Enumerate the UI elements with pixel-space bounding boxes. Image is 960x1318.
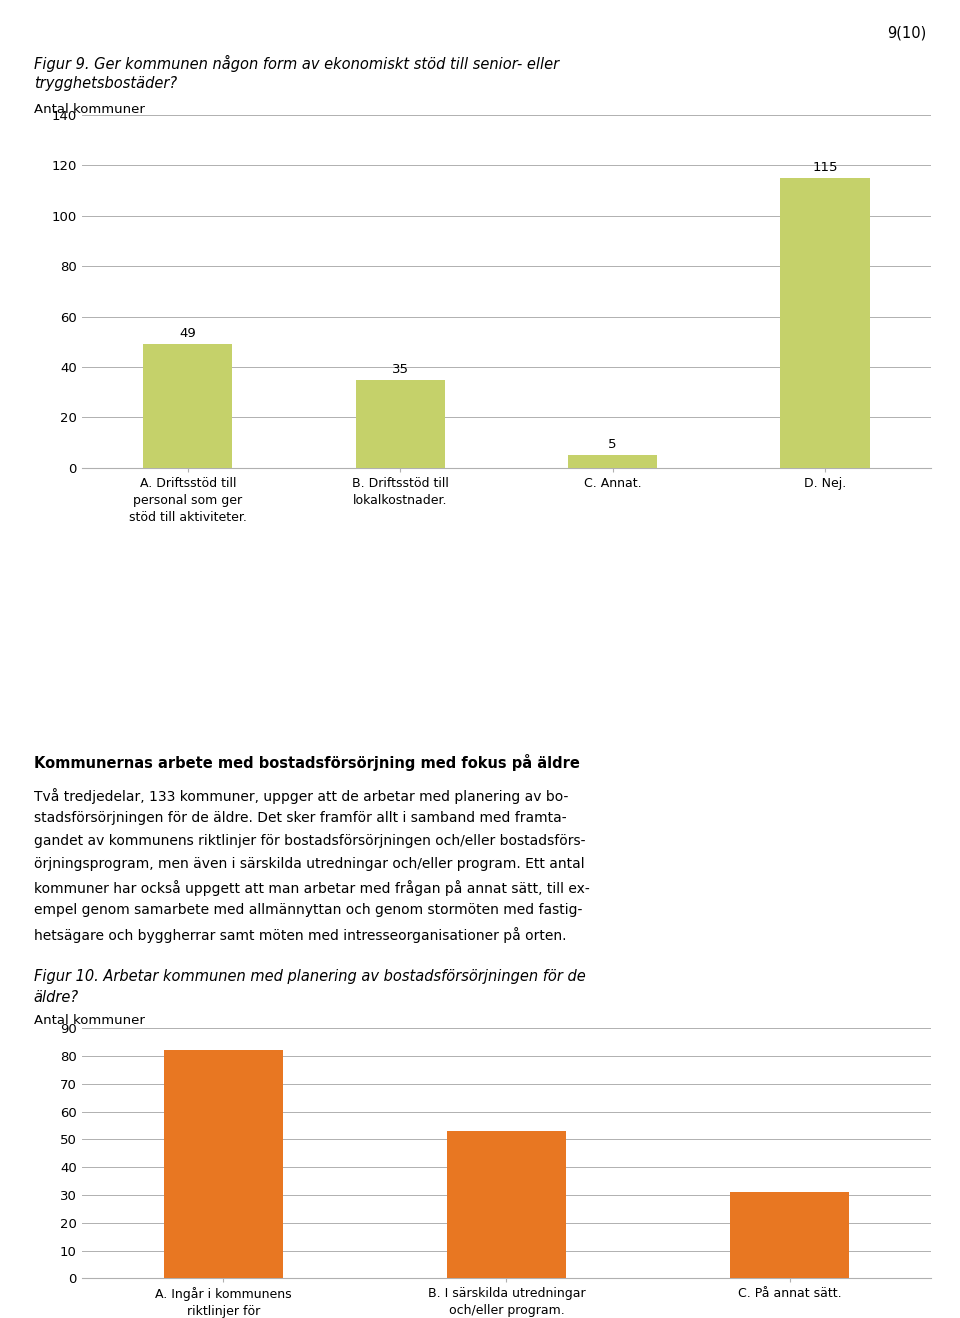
Text: Figur 9. Ger kommunen någon form av ekonomiskt stöd till senior- eller: Figur 9. Ger kommunen någon form av ekon… bbox=[34, 55, 559, 72]
Text: trygghetsbostäder?: trygghetsbostäder? bbox=[34, 76, 177, 91]
Text: empel genom samarbete med allmännyttan och genom stormöten med fastig-: empel genom samarbete med allmännyttan o… bbox=[34, 904, 582, 917]
Text: 49: 49 bbox=[180, 327, 196, 340]
Text: 5: 5 bbox=[609, 439, 617, 452]
Text: Figur 10. Arbetar kommunen med planering av bostadsförsörjningen för de: Figur 10. Arbetar kommunen med planering… bbox=[34, 970, 586, 985]
Text: 115: 115 bbox=[812, 161, 838, 174]
Text: 35: 35 bbox=[392, 362, 409, 376]
Bar bbox=[568, 455, 658, 468]
Text: örjningsprogram, men även i särskilda utredningar och/eller program. Ett antal: örjningsprogram, men även i särskilda ut… bbox=[34, 858, 585, 871]
Text: Kommunernas arbete med bostadsförsörjning med fokus på äldre: Kommunernas arbete med bostadsförsörjnin… bbox=[34, 754, 580, 771]
Text: gandet av kommunens riktlinjer för bostadsförsörjningen och/eller bostadsförs-: gandet av kommunens riktlinjer för bosta… bbox=[34, 834, 585, 849]
Text: Antal kommuner: Antal kommuner bbox=[34, 1015, 144, 1027]
Bar bbox=[143, 344, 232, 468]
Text: stadsförsörjningen för de äldre. Det sker framför allt i samband med framta-: stadsförsörjningen för de äldre. Det ske… bbox=[34, 811, 566, 825]
Text: Två tredjedelar, 133 kommuner, uppger att de arbetar med planering av bo-: Två tredjedelar, 133 kommuner, uppger at… bbox=[34, 788, 568, 804]
Text: äldre?: äldre? bbox=[34, 991, 79, 1006]
Text: 9(10): 9(10) bbox=[887, 25, 926, 40]
Text: hetsägare och byggherrar samt möten med intresseorganisationer på orten.: hetsägare och byggherrar samt möten med … bbox=[34, 927, 566, 942]
Text: kommuner har också uppgett att man arbetar med frågan på annat sätt, till ex-: kommuner har också uppgett att man arbet… bbox=[34, 880, 589, 896]
Bar bbox=[355, 380, 444, 468]
Text: Antal kommuner: Antal kommuner bbox=[34, 103, 144, 116]
Bar bbox=[164, 1050, 282, 1278]
Bar bbox=[731, 1193, 849, 1278]
Bar bbox=[447, 1131, 565, 1278]
Bar bbox=[780, 178, 870, 468]
